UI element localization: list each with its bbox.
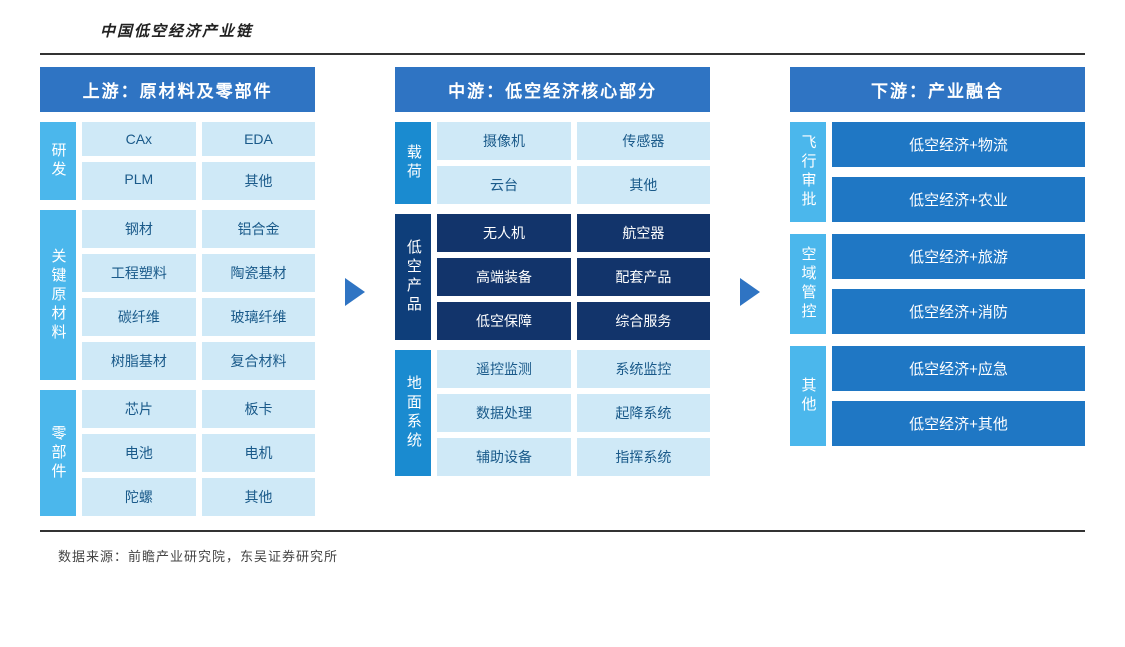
cell: 陶瓷基材 <box>202 254 316 292</box>
down-item: 低空经济+农业 <box>832 177 1085 222</box>
upstream-header: 上游：原材料及零部件 <box>40 67 315 112</box>
cell: EDA <box>202 122 316 156</box>
industry-chain: 上游：原材料及零部件 研发CAxEDAPLM其他关键原材料钢材铝合金工程塑料陶瓷… <box>40 53 1085 532</box>
down-item: 低空经济+消防 <box>832 289 1085 334</box>
down-item: 低空经济+应急 <box>832 346 1085 391</box>
data-source: 数据来源：前瞻产业研究院，东吴证券研究所 <box>58 546 1085 565</box>
section-空域管控: 空域管控低空经济+旅游低空经济+消防 <box>790 234 1085 334</box>
side-label: 空域管控 <box>790 234 826 334</box>
upstream-column: 上游：原材料及零部件 研发CAxEDAPLM其他关键原材料钢材铝合金工程塑料陶瓷… <box>40 67 315 516</box>
down-item: 低空经济+其他 <box>832 401 1085 446</box>
downstream-column: 下游：产业融合 飞行审批低空经济+物流低空经济+农业空域管控低空经济+旅游低空经… <box>790 67 1085 516</box>
cell: 电池 <box>82 434 196 472</box>
side-label: 低空产品 <box>395 214 431 340</box>
cell: 板卡 <box>202 390 316 428</box>
cell: 碳纤维 <box>82 298 196 336</box>
side-label: 零部件 <box>40 390 76 516</box>
cell: 起降系统 <box>577 394 710 432</box>
down-item: 低空经济+旅游 <box>832 234 1085 279</box>
cell: 陀螺 <box>82 478 196 516</box>
cell: 综合服务 <box>577 302 710 340</box>
cell: 铝合金 <box>202 210 316 248</box>
cell: 芯片 <box>82 390 196 428</box>
cell: 配套产品 <box>577 258 710 296</box>
cell: 电机 <box>202 434 316 472</box>
side-label: 关键原材料 <box>40 210 76 380</box>
section-低空产品: 低空产品无人机航空器高端装备配套产品低空保障综合服务 <box>395 214 710 340</box>
cell: PLM <box>82 162 196 200</box>
cell: 指挥系统 <box>577 438 710 476</box>
side-label: 飞行审批 <box>790 122 826 222</box>
section-零部件: 零部件芯片板卡电池电机陀螺其他 <box>40 390 315 516</box>
diagram-title: 中国低空经济产业链 <box>100 20 1085 41</box>
cell: 其他 <box>202 478 316 516</box>
cell: 钢材 <box>82 210 196 248</box>
cell: 系统监控 <box>577 350 710 388</box>
side-label: 其他 <box>790 346 826 446</box>
cell: 玻璃纤维 <box>202 298 316 336</box>
section-载荷: 载荷摄像机传感器云台其他 <box>395 122 710 204</box>
midstream-header: 中游：低空经济核心部分 <box>395 67 710 112</box>
section-研发: 研发CAxEDAPLM其他 <box>40 122 315 200</box>
section-地面系统: 地面系统遥控监测系统监控数据处理起降系统辅助设备指挥系统 <box>395 350 710 476</box>
side-label: 载荷 <box>395 122 431 204</box>
cell: 复合材料 <box>202 342 316 380</box>
cell: 航空器 <box>577 214 710 252</box>
cell: 无人机 <box>437 214 570 252</box>
cell: 其他 <box>577 166 710 204</box>
section-飞行审批: 飞行审批低空经济+物流低空经济+农业 <box>790 122 1085 222</box>
cell: 传感器 <box>577 122 710 160</box>
cell: 遥控监测 <box>437 350 570 388</box>
section-关键原材料: 关键原材料钢材铝合金工程塑料陶瓷基材碳纤维玻璃纤维树脂基材复合材料 <box>40 210 315 380</box>
side-label: 地面系统 <box>395 350 431 476</box>
arrow-icon <box>740 278 760 306</box>
cell: 数据处理 <box>437 394 570 432</box>
cell: 辅助设备 <box>437 438 570 476</box>
cell: 其他 <box>202 162 316 200</box>
cell: 树脂基材 <box>82 342 196 380</box>
downstream-header: 下游：产业融合 <box>790 67 1085 112</box>
arrow-icon <box>345 278 365 306</box>
cell: CAx <box>82 122 196 156</box>
cell: 云台 <box>437 166 570 204</box>
midstream-column: 中游：低空经济核心部分 载荷摄像机传感器云台其他低空产品无人机航空器高端装备配套… <box>395 67 710 516</box>
side-label: 研发 <box>40 122 76 200</box>
cell: 摄像机 <box>437 122 570 160</box>
cell: 工程塑料 <box>82 254 196 292</box>
down-item: 低空经济+物流 <box>832 122 1085 167</box>
cell: 低空保障 <box>437 302 570 340</box>
section-其他: 其他低空经济+应急低空经济+其他 <box>790 346 1085 446</box>
cell: 高端装备 <box>437 258 570 296</box>
